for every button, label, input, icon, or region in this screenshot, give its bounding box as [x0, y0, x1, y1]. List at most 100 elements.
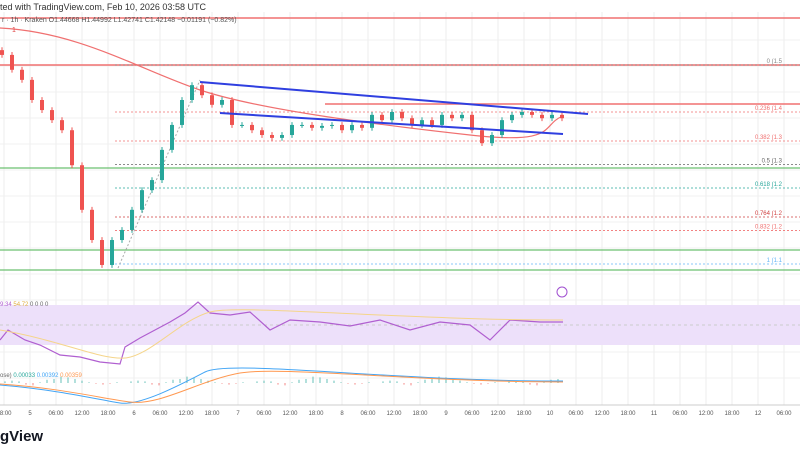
candle [360, 124, 364, 128]
candle [230, 100, 234, 125]
tradingview-logo: gView [0, 428, 44, 445]
candle [350, 124, 354, 131]
candle [250, 124, 254, 131]
fib-label: 0.832 (1.2 [755, 225, 783, 231]
rsi-line [0, 301, 563, 365]
candle [450, 114, 454, 119]
upper-trendline [199, 81, 589, 115]
candle [510, 114, 514, 121]
candle [440, 114, 444, 125]
candle [20, 69, 24, 80]
fib-label: 0 (1.5 [767, 59, 783, 65]
rsi-ma-line [0, 309, 564, 359]
fib-label: 0.236 (1.4 [755, 106, 783, 112]
candle [560, 114, 564, 119]
candle [540, 114, 544, 119]
candle [550, 114, 554, 119]
marker-label: 1 [12, 27, 16, 34]
candle [140, 190, 144, 210]
x-tick-label: 06:00 [360, 411, 376, 417]
candle [150, 180, 154, 191]
x-tick-label: 6 [132, 411, 136, 417]
fib-label: 0.5 (1.3 [762, 159, 783, 165]
candle [260, 130, 264, 136]
candle [100, 240, 104, 265]
candle [220, 100, 224, 105]
symbol-legend: r · 1h · Kraken O1.44668 H1.44992 L1.427… [2, 17, 237, 24]
candle [210, 95, 214, 105]
x-tick-label: 11 [651, 411, 658, 417]
candle [330, 124, 334, 126]
candle [290, 124, 294, 136]
x-tick-label: 7 [236, 411, 240, 417]
x-tick-label: 12:00 [178, 411, 194, 417]
candle [390, 111, 394, 121]
x-tick-label: 8 [340, 411, 344, 417]
candle [340, 124, 344, 131]
candle [240, 124, 244, 126]
fib-label: 0.764 (1.2 [755, 211, 783, 217]
candle [60, 120, 64, 131]
candle [190, 85, 194, 101]
alert-icon [556, 286, 568, 298]
x-tick-label: 06:00 [672, 411, 688, 417]
x-tick-label: 18:00 [620, 411, 636, 417]
candle [420, 120, 424, 125]
fib-label: 0.382 (1.3 [755, 135, 783, 141]
x-tick-label: 12:00 [698, 411, 714, 417]
fib-label: 1 (1.1 [767, 258, 783, 264]
x-tick-label: 06:00 [256, 411, 272, 417]
macd-line [0, 367, 564, 404]
x-tick-label: 18:00 [412, 411, 428, 417]
candle [270, 135, 274, 138]
x-tick-label: 12:00 [282, 411, 298, 417]
candle [80, 165, 84, 210]
moving-average [0, 27, 564, 139]
candle [90, 209, 94, 241]
candle [310, 124, 314, 128]
candle [180, 100, 184, 125]
x-tick-label: 18:00 [100, 411, 116, 417]
candle [170, 124, 174, 150]
candle [380, 114, 384, 121]
x-tick-label: 5 [28, 411, 32, 417]
fib-label: 0.618 (1.2 [755, 182, 783, 188]
candle [320, 125, 324, 128]
candle [120, 229, 124, 241]
x-tick-label: 06:00 [464, 411, 480, 417]
candle [410, 118, 414, 125]
macd-legend: ose) 0.00033 0.00392 0.00359 [0, 373, 82, 379]
candle [430, 120, 434, 125]
x-tick-label: 06:00 [776, 411, 792, 417]
x-tick-label: 12:00 [594, 411, 610, 417]
candle [110, 240, 114, 265]
candle [490, 135, 494, 144]
snapshot-caption: ted with TradingView.com, Feb 10, 2026 0… [0, 2, 206, 12]
candle [50, 110, 54, 121]
candle [530, 111, 534, 115]
candle [70, 130, 74, 166]
candle [400, 111, 404, 119]
x-tick-label: 06:00 [48, 411, 64, 417]
x-tick-label: 18:00 [724, 411, 740, 417]
x-tick-label: 12:00 [74, 411, 90, 417]
x-tick-label: 12 [755, 411, 762, 417]
rsi-legend: 9.34 54.72 0 0 0 0 [0, 302, 49, 308]
x-tick-label: 18:00 [516, 411, 532, 417]
x-tick-label: 18:00 [0, 411, 12, 417]
x-tick-label: 18:00 [204, 411, 220, 417]
candle [10, 54, 14, 70]
x-tick-label: 12:00 [386, 411, 402, 417]
signal-line [0, 370, 564, 403]
candle [160, 149, 164, 181]
candle [30, 79, 34, 101]
fib-connector [117, 79, 201, 269]
lower-trendline [219, 112, 564, 135]
candle [280, 135, 284, 138]
x-tick-label: 06:00 [568, 411, 584, 417]
candle [130, 209, 134, 230]
candle [500, 120, 504, 136]
candle [470, 114, 474, 131]
candle [300, 124, 304, 126]
